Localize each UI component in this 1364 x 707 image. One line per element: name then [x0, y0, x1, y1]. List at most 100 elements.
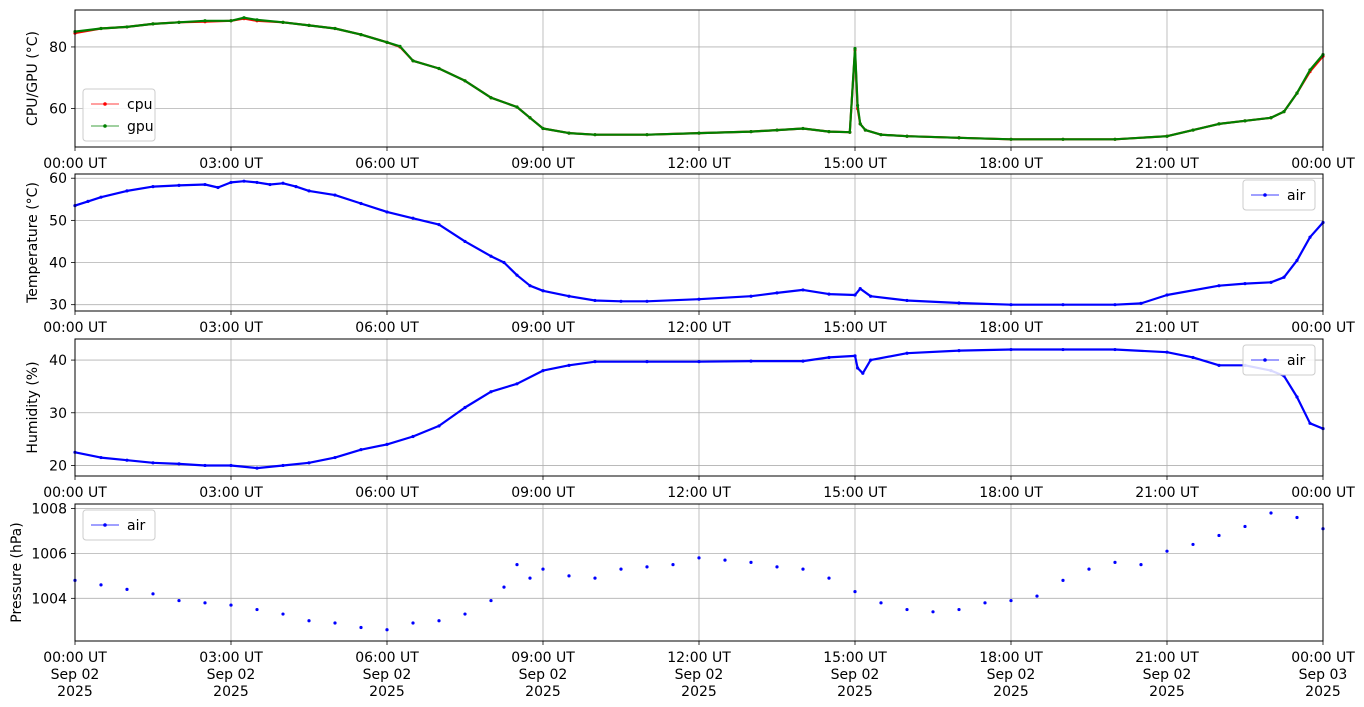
data-point — [905, 607, 909, 612]
x-tick-label: 06:00 UT — [355, 320, 419, 336]
y-tick-label: 30 — [49, 298, 67, 314]
data-point — [957, 301, 961, 305]
data-point — [619, 299, 623, 303]
series-line-air — [74, 348, 1324, 470]
data-point — [801, 567, 805, 571]
data-point — [1269, 116, 1273, 120]
data-point — [827, 576, 831, 580]
data-point — [853, 589, 857, 594]
y-axis-label: Temperature (°C) — [25, 182, 41, 304]
x-tick-label: 18:00 UT — [979, 650, 1043, 666]
data-point — [1269, 511, 1273, 515]
data-point — [411, 216, 415, 220]
data-point — [905, 134, 909, 138]
x-tick-label: 00:00 UT — [43, 320, 107, 336]
x-tick-label: 06:00 UT — [355, 156, 419, 172]
data-point — [1282, 109, 1286, 114]
legend-label: cpu — [127, 97, 152, 113]
data-point — [723, 558, 727, 562]
data-point — [1295, 395, 1299, 399]
y-axis-label: CPU/GPU (°C) — [25, 31, 41, 126]
data-point — [125, 458, 129, 462]
data-point — [86, 199, 90, 203]
x-tick-label: 03:00 UT — [199, 650, 263, 666]
x-tick-label: 2025 — [993, 684, 1029, 700]
y-tick-label: 20 — [49, 458, 67, 474]
data-point — [177, 462, 181, 466]
data-point — [151, 592, 155, 596]
x-tick-label: 03:00 UT — [199, 485, 263, 501]
data-point — [177, 20, 181, 24]
legend-marker — [1263, 193, 1267, 197]
data-point — [541, 289, 545, 293]
x-tick-label: 15:00 UT — [823, 156, 887, 172]
series-gpu — [73, 16, 1325, 141]
data-point — [333, 26, 337, 31]
x-tick-label: 18:00 UT — [979, 485, 1043, 501]
legend: cpu gpu — [82, 88, 156, 142]
x-tick-label: 15:00 UT — [823, 485, 887, 501]
data-point — [268, 182, 272, 187]
legend: air — [1242, 179, 1316, 211]
data-point — [411, 59, 415, 63]
x-tick-label: 15:00 UT — [823, 320, 887, 336]
data-point — [242, 16, 246, 20]
x-tick-label: 2025 — [681, 684, 717, 700]
x-tick-label: 09:00 UT — [511, 650, 575, 666]
data-point — [1308, 68, 1312, 72]
data-point — [1139, 563, 1143, 567]
data-point — [359, 625, 363, 630]
y-axis-label: Pressure (hPa) — [9, 522, 25, 622]
data-point — [255, 180, 259, 185]
data-point — [697, 131, 701, 135]
data-point — [1308, 235, 1312, 239]
x-tick-label: 21:00 UT — [1135, 650, 1199, 666]
data-point — [203, 182, 207, 187]
data-point — [229, 180, 233, 185]
x-tick-label: 09:00 UT — [511, 156, 575, 172]
data-point — [307, 619, 311, 623]
data-point — [645, 133, 649, 137]
data-point — [489, 598, 493, 603]
data-point — [437, 619, 441, 623]
x-tick-label: 21:00 UT — [1135, 156, 1199, 172]
data-point — [801, 359, 805, 363]
axes-frame — [74, 9, 1324, 148]
legend-label: air — [1287, 353, 1305, 369]
data-point — [861, 371, 865, 375]
y-tick-label: 40 — [49, 353, 67, 369]
data-point — [255, 18, 259, 22]
data-point — [502, 260, 506, 265]
data-point — [671, 563, 675, 567]
data-point — [856, 103, 860, 108]
x-tick-label: 12:00 UT — [667, 485, 731, 501]
data-point — [502, 585, 506, 589]
legend-label: gpu — [127, 119, 154, 135]
data-point — [229, 19, 233, 23]
data-point — [463, 405, 467, 410]
data-point — [749, 359, 753, 363]
data-point — [775, 291, 779, 295]
series-line-air — [74, 180, 1324, 306]
data-point — [515, 105, 519, 109]
data-point — [294, 185, 298, 189]
data-point — [827, 130, 831, 134]
x-tick-label: 00:00 UT — [1291, 156, 1355, 172]
x-tick-label: 2025 — [1149, 684, 1185, 700]
chart-panel-0: 00:00 UT 03:00 UT 06:00 UT 09:00 UT 12:00 UT… — [25, 9, 1355, 172]
data-point — [437, 424, 441, 428]
data-point — [281, 20, 285, 24]
x-tick-label: 03:00 UT — [199, 320, 263, 336]
data-point — [957, 136, 961, 140]
data-point — [905, 298, 909, 303]
axes-frame — [74, 503, 1324, 642]
data-point — [869, 358, 873, 362]
data-point — [749, 294, 753, 298]
data-point — [333, 455, 337, 460]
data-point — [567, 294, 571, 298]
x-tick-label: 09:00 UT — [511, 320, 575, 336]
data-point — [593, 133, 597, 137]
data-point — [697, 297, 701, 301]
data-point — [1308, 421, 1312, 425]
axes-frame — [74, 173, 1324, 312]
